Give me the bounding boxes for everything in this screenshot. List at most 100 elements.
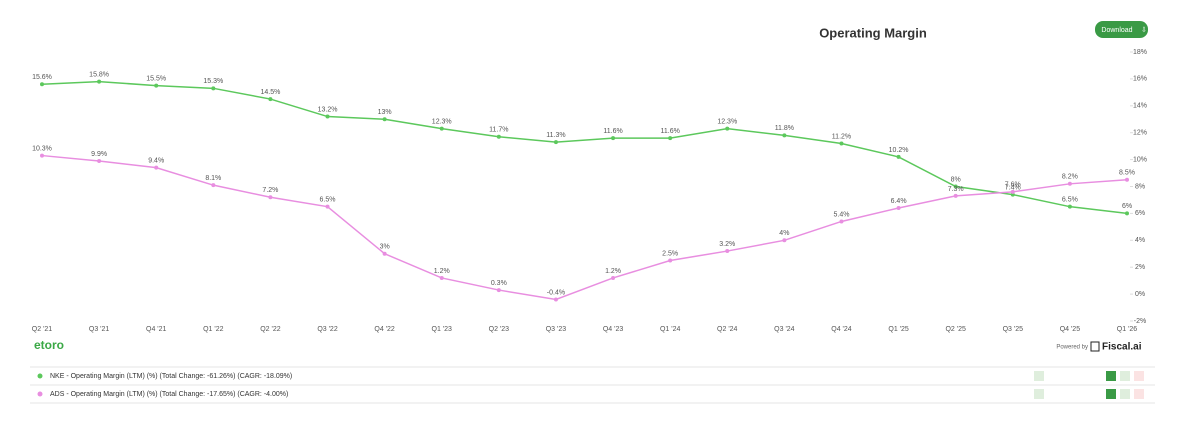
point <box>268 97 273 102</box>
point <box>211 183 216 188</box>
point <box>382 117 387 122</box>
data-label: 11.8% <box>775 125 794 132</box>
legend-label: ADS - Operating Margin (LTM) (%) (Total … <box>50 391 288 398</box>
data-label: 8.1% <box>205 175 221 182</box>
data-label: 4% <box>779 230 789 237</box>
point <box>839 141 844 146</box>
download-button[interactable] <box>1095 21 1148 38</box>
provider-icon <box>1090 341 1100 352</box>
x-tick-label: Q3 '22 <box>317 326 338 333</box>
point <box>953 184 958 189</box>
point <box>40 153 44 158</box>
x-tick-label: Q2 '25 <box>945 326 966 333</box>
data-label: 3.2% <box>719 241 735 248</box>
y-tick-label: 6% <box>1135 210 1145 217</box>
data-label: 7.6% <box>1005 182 1021 189</box>
data-label: 15.6% <box>32 74 52 81</box>
x-tick-label: Q4 '21 <box>146 326 167 333</box>
x-tick-label: Q2 '22 <box>260 326 281 333</box>
data-label: -0.4% <box>547 289 565 296</box>
point <box>496 134 501 139</box>
point <box>40 82 44 87</box>
point <box>325 114 330 119</box>
tool[interactable] <box>1106 371 1116 381</box>
point <box>1067 181 1072 186</box>
x-tick-label: Q3 '24 <box>774 326 795 333</box>
data-label: 11.2% <box>832 133 851 140</box>
data-label: 8.2% <box>1062 174 1078 181</box>
data-label: 7.3% <box>948 186 964 193</box>
x-tick-label: Q2 '23 <box>489 326 510 333</box>
point <box>896 206 901 211</box>
data-label: 8% <box>951 176 961 183</box>
data-label: 13% <box>378 109 392 116</box>
brand-logo: etoro <box>34 338 64 352</box>
point <box>154 165 159 170</box>
chart-title: Operating Margin <box>819 25 927 40</box>
point <box>97 158 102 163</box>
x-tick-label: Q2 '24 <box>717 326 738 333</box>
tool[interactable] <box>1034 389 1044 399</box>
y-tick-label: 10% <box>1133 156 1147 163</box>
powered-by: Powered by <box>1056 345 1088 351</box>
point <box>1067 204 1072 209</box>
x-tick-label: Q4 '24 <box>831 326 852 333</box>
legend-swatch <box>37 391 43 397</box>
point <box>839 219 844 224</box>
y-tick-label: 14% <box>1133 103 1147 110</box>
data-label: 10.2% <box>889 147 909 154</box>
x-tick-label: Q2 '21 <box>32 326 53 333</box>
tool[interactable] <box>1106 389 1116 399</box>
data-label: 6.5% <box>320 197 336 204</box>
x-tick-label: Q4 '23 <box>603 326 624 333</box>
data-label: 1.2% <box>605 268 621 275</box>
point <box>953 193 958 198</box>
x-tick-label: Q1 '23 <box>432 326 453 333</box>
data-label: 2.5% <box>662 250 678 257</box>
data-label: 0.3% <box>491 280 507 287</box>
x-tick-label: Q1 '25 <box>888 326 909 333</box>
point <box>496 288 501 293</box>
point <box>1010 189 1015 194</box>
point <box>611 275 616 280</box>
y-tick-label: 18% <box>1133 49 1147 56</box>
tool[interactable] <box>1120 389 1130 399</box>
point <box>553 140 558 145</box>
y-tick-label: 4% <box>1135 237 1145 244</box>
row-tools[interactable] <box>1034 371 1144 399</box>
tool[interactable] <box>1034 371 1044 381</box>
point <box>211 86 216 91</box>
data-label: 12.3% <box>717 119 737 126</box>
data-label: 7.4% <box>1005 184 1021 191</box>
point <box>439 126 444 131</box>
point <box>896 154 901 159</box>
data-label: 13.2% <box>318 106 338 113</box>
point <box>782 133 787 138</box>
y-tick-label: 8% <box>1135 183 1145 190</box>
tool[interactable] <box>1120 371 1130 381</box>
point <box>439 275 444 280</box>
data-label: 12.3% <box>432 119 452 126</box>
data-label: 10.3% <box>32 145 52 152</box>
data-label: 5.4% <box>833 211 849 218</box>
data-label: 9.9% <box>91 151 107 158</box>
point <box>154 83 159 88</box>
point <box>1125 211 1129 216</box>
point <box>611 136 616 141</box>
data-label: 6% <box>1122 203 1132 210</box>
download-label[interactable]: Download <box>1101 27 1132 34</box>
point <box>382 251 387 256</box>
point <box>725 249 730 254</box>
x-tick-label: Q4 '25 <box>1060 326 1081 333</box>
tool[interactable] <box>1134 389 1144 399</box>
tool[interactable] <box>1134 371 1144 381</box>
data-label: 15.8% <box>89 71 109 78</box>
x-tick-label: Q1 '24 <box>660 326 681 333</box>
x-tick-label: Q3 '21 <box>89 326 110 333</box>
data-label: 11.6% <box>660 128 679 135</box>
series-line <box>41 154 1128 301</box>
x-tick-label: Q1 '22 <box>203 326 224 333</box>
y-tick-label: 12% <box>1133 130 1147 137</box>
data-label: 9.4% <box>148 158 164 165</box>
